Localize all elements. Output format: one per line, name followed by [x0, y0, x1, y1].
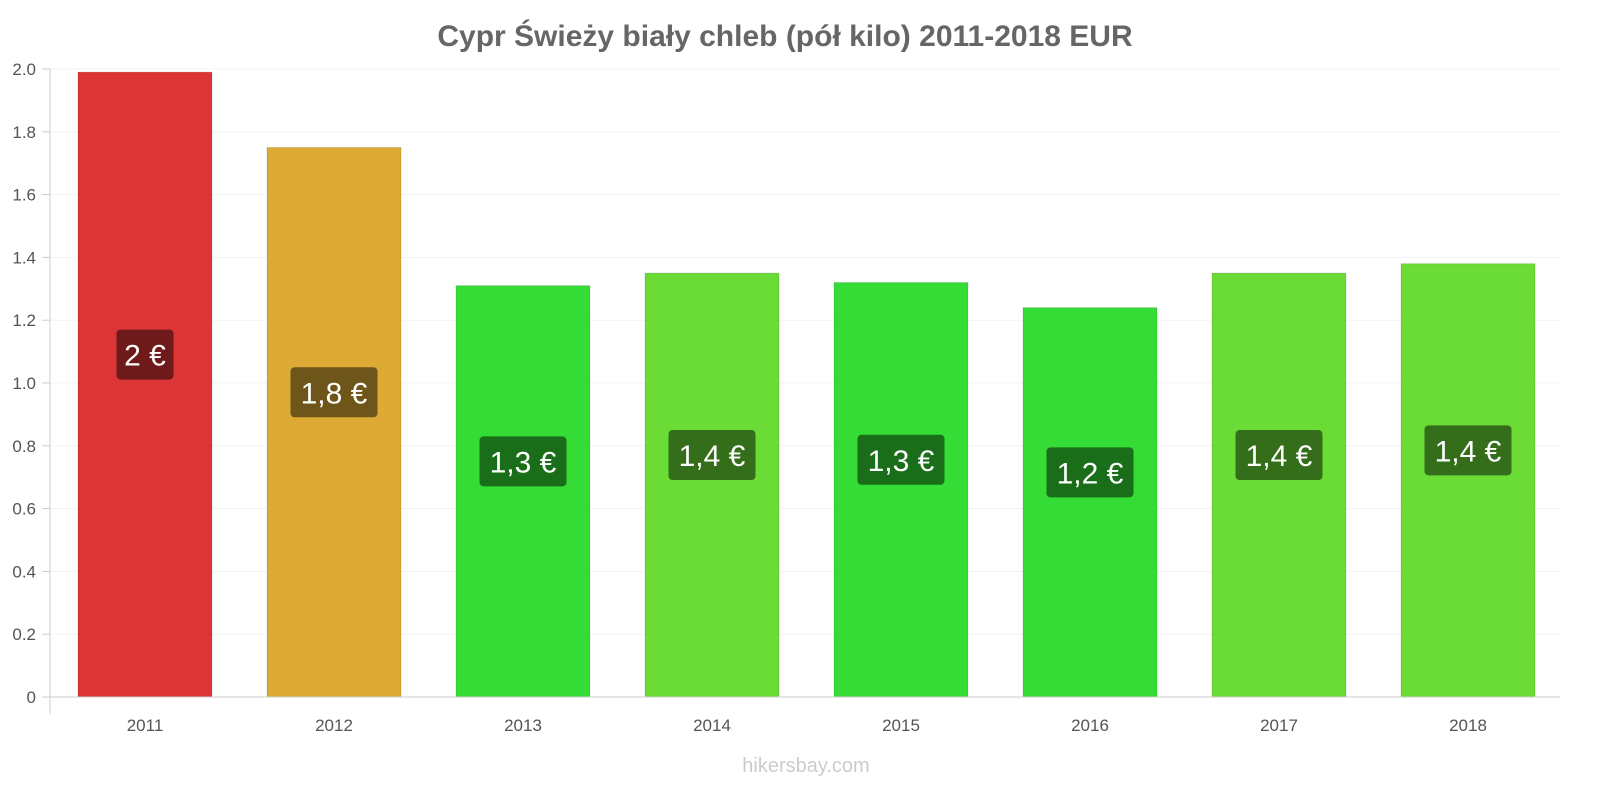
data-label: 1,4 €: [679, 440, 746, 473]
data-label-box: [668, 430, 756, 481]
x-tick-label: 2013: [504, 716, 542, 735]
data-label-box: [116, 329, 174, 380]
y-tick-label: 0.6: [12, 500, 36, 519]
x-tick-label: 2011: [127, 716, 164, 735]
data-label: 1,4 €: [1246, 440, 1313, 473]
data-label: 1,4 €: [1435, 435, 1502, 468]
y-tick-label: 0.8: [12, 437, 36, 456]
x-tick-label: 2012: [315, 716, 353, 735]
y-tick-label: 1.2: [12, 311, 36, 330]
y-tick-label: 0.4: [12, 562, 36, 581]
data-label-box: [290, 367, 378, 418]
data-label: 1,8 €: [301, 377, 368, 410]
bar-2018: [1400, 263, 1536, 698]
x-tick-label: 2018: [1449, 716, 1487, 735]
data-label: 1,3 €: [868, 445, 935, 478]
y-tick-label: 1.8: [12, 123, 36, 142]
bar-2015: [833, 282, 969, 698]
y-tick-label: 0.2: [12, 625, 36, 644]
x-tick-label: 2015: [882, 716, 920, 735]
y-tick-label: 1.4: [12, 248, 36, 267]
bar-2011: [77, 71, 213, 698]
data-label-box: [857, 434, 945, 485]
bar-2014: [644, 272, 780, 698]
data-label-box: [1046, 447, 1134, 498]
data-label-box: [1424, 425, 1512, 476]
bar-2012: [266, 147, 402, 698]
bar-2017: [1211, 272, 1347, 698]
watermark: hikersbay.com: [742, 755, 869, 777]
data-label: 2 €: [124, 340, 166, 373]
x-tick-label: 2014: [693, 716, 731, 735]
y-tick-label: 0: [27, 688, 36, 707]
y-tick-label: 2.0: [12, 60, 36, 79]
data-label: 1,2 €: [1057, 457, 1124, 490]
data-label: 1,3 €: [490, 446, 557, 479]
bar-2016: [1022, 307, 1158, 698]
data-label-box: [1235, 430, 1323, 481]
bar-2013: [455, 285, 591, 698]
x-tick-label: 2017: [1260, 716, 1298, 735]
data-label-box: [479, 436, 567, 487]
x-tick-label: 2016: [1071, 716, 1109, 735]
y-tick-label: 1.0: [12, 374, 36, 393]
y-tick-label: 1.6: [12, 186, 36, 205]
chart-title: Cypr Świeży biały chleb (pół kilo) 2011-…: [437, 19, 1133, 53]
